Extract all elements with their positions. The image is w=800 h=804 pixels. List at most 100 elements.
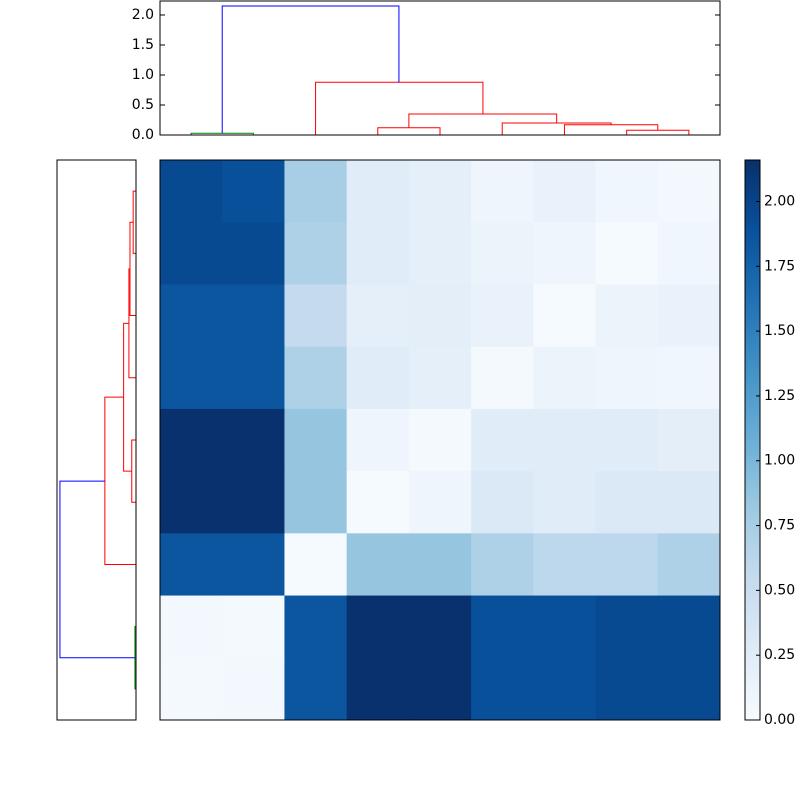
heatmap-cell <box>533 222 597 285</box>
heatmap-cell <box>408 408 472 472</box>
heatmap-cell <box>408 160 472 223</box>
heatmap-cell <box>595 408 659 472</box>
heatmap-cell <box>222 657 285 721</box>
colorbar-tick-label: 0.00 <box>764 712 795 728</box>
heatmap-cell <box>595 160 659 223</box>
heatmap-cell <box>408 284 472 348</box>
dendrogram-link <box>129 221 136 317</box>
heatmap-cell <box>222 222 285 285</box>
heatmap-cell <box>222 160 285 223</box>
dendrogram-link <box>626 129 690 135</box>
heatmap-cell <box>471 346 534 410</box>
colorbar-tick-label: 0.50 <box>764 582 795 598</box>
heatmap-cell <box>595 284 659 348</box>
heatmap-cell <box>346 284 410 348</box>
heatmap-cell <box>471 657 534 721</box>
heatmap-cell <box>533 657 597 721</box>
dendrogram-link <box>131 439 136 503</box>
dendrogram-link <box>132 190 136 254</box>
heatmap-cell <box>533 595 597 659</box>
colorbar-tick-label: 0.25 <box>764 647 795 663</box>
dendrogram-link <box>408 113 558 128</box>
heatmap-cell <box>408 222 472 285</box>
heatmap-cell <box>160 595 223 659</box>
y-tick-label: 1.5 <box>132 37 154 53</box>
colorbar <box>744 159 761 721</box>
heatmap-cell <box>657 222 721 285</box>
y-tick-label: 1.0 <box>132 67 154 83</box>
dendrogram-link <box>59 480 135 659</box>
heatmap-cell <box>408 657 472 721</box>
heatmap-cell <box>160 471 223 534</box>
heatmap-cell <box>471 533 534 597</box>
heatmap-cell <box>471 284 534 348</box>
heatmap-cell <box>222 408 285 472</box>
heatmap-cell <box>657 533 721 597</box>
heatmap-cell <box>657 657 721 721</box>
heatmap-cell <box>160 346 223 410</box>
colorbar-tick-label: 2.00 <box>764 193 795 209</box>
heatmap-cell <box>408 471 472 534</box>
heatmap-cell <box>471 160 534 223</box>
heatmap-cell <box>657 595 721 659</box>
heatmap-cell <box>657 408 721 472</box>
heatmap-cell <box>284 657 348 721</box>
heatmap-cell <box>160 408 223 472</box>
y-tick-label: 0.0 <box>132 127 154 143</box>
dendrogram-link <box>377 127 441 135</box>
heatmap-cell <box>533 533 597 597</box>
colorbar-tick-label: 1.25 <box>764 388 795 404</box>
heatmap-cell <box>657 471 721 534</box>
heatmap-cell <box>595 595 659 659</box>
heatmap-cell <box>595 657 659 721</box>
heatmap-cell <box>533 408 597 472</box>
heatmap-cell <box>346 222 410 285</box>
heatmap-cell <box>284 222 348 285</box>
heatmap-cell <box>346 471 410 534</box>
colorbar-tick-label: 0.75 <box>764 518 795 534</box>
dendrogram-frame <box>56 159 137 721</box>
heatmap-cell <box>284 408 348 472</box>
heatmap-cell <box>222 346 285 410</box>
heatmap-cell <box>408 346 472 410</box>
heatmap-cell <box>657 160 721 223</box>
heatmap-cell <box>346 408 410 472</box>
heatmap-cell <box>222 284 285 348</box>
heatmap-cell <box>408 595 472 659</box>
heatmap-cell <box>595 222 659 285</box>
heatmap-cell <box>160 533 223 597</box>
heatmap-cell <box>346 346 410 410</box>
heatmap-frame <box>159 159 721 721</box>
dendrogram-link <box>134 626 136 690</box>
heatmap-cell <box>533 346 597 410</box>
heatmap-cell <box>284 346 348 410</box>
heatmap-cell <box>533 160 597 223</box>
heatmap-cell <box>284 533 348 597</box>
heatmap-cell <box>471 595 534 659</box>
heatmap-cell <box>595 346 659 410</box>
dendrogram-link <box>190 132 254 135</box>
heatmap-cell <box>160 657 223 721</box>
heatmap-cell <box>657 284 721 348</box>
heatmap-cell <box>595 471 659 534</box>
colorbar-tick-label: 1.75 <box>764 258 795 274</box>
heatmap-cell <box>284 471 348 534</box>
heatmap-cell <box>533 471 597 534</box>
heatmap-cell <box>222 595 285 659</box>
dendrogram-link <box>315 81 484 135</box>
heatmap-cell <box>160 222 223 285</box>
heatmap-cell <box>222 533 285 597</box>
y-tick-label: 2.0 <box>132 7 154 23</box>
heatmap-cell <box>533 284 597 348</box>
heatmap-cell <box>657 346 721 410</box>
heatmap-cell <box>346 533 410 597</box>
heatmap-cell <box>346 657 410 721</box>
heatmap-cell <box>284 595 348 659</box>
heatmap-cell <box>160 160 223 223</box>
colorbar-tick-label: 1.00 <box>764 453 795 469</box>
y-tick-label: 0.5 <box>132 97 154 113</box>
heatmap-cell <box>222 471 285 534</box>
heatmap-cell <box>346 160 410 223</box>
